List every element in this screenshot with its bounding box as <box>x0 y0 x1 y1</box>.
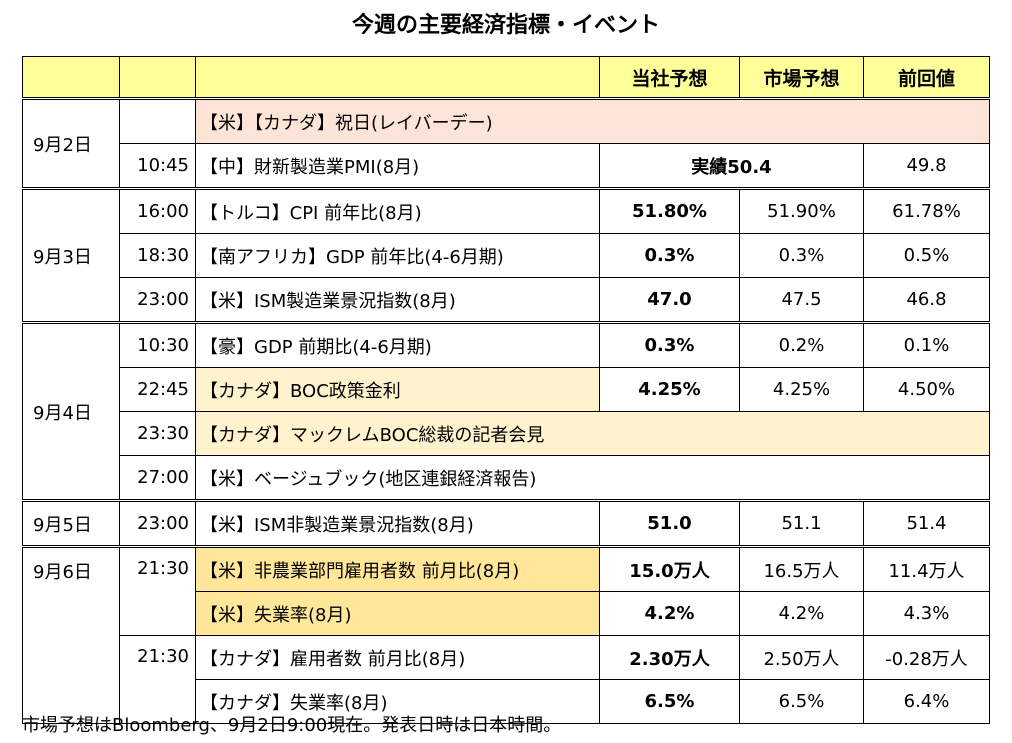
previous-cell: 4.3% <box>863 591 990 636</box>
previous-cell: 11.4万人 <box>863 545 990 592</box>
event-cell: 【豪】GDP 前期比(4-6月期) <box>195 321 600 368</box>
ours-cell: 51.80% <box>599 187 740 234</box>
table-row: 22:45 【カナダ】BOC政策金利 4.25% 4.25% 4.50% <box>23 367 990 412</box>
event-cell: 【米】ベージュブック(地区連銀経済報告) <box>195 455 990 501</box>
ours-cell: 47.0 <box>599 277 740 323</box>
previous-cell: 0.1% <box>863 321 990 368</box>
time-cell: 10:30 <box>119 321 196 368</box>
header-event <box>195 56 600 99</box>
table-row: 21:30 【カナダ】雇用者数 前月比(8月) 2.30万人 2.50万人 -0… <box>23 635 990 724</box>
event-cell: 【米】ISM製造業景況指数(8月) <box>195 277 600 323</box>
table-row: 9月3日 16:00 【トルコ】CPI 前年比(8月) 51.80% 51.90… <box>22 187 990 323</box>
event-cell: 【カナダ】マックレムBOC総裁の記者会見 <box>195 411 990 456</box>
event-cell: 【米】【カナダ】祝日(レイバーデー) <box>195 97 990 144</box>
table-row: 9月2日 【米】【カナダ】祝日(レイバーデー) <box>22 97 990 189</box>
market-cell: 0.2% <box>739 321 864 368</box>
header-market: 市場予想 <box>739 56 864 99</box>
market-cell: 51.1 <box>739 499 864 547</box>
market-cell: 2.50万人 <box>739 635 864 680</box>
market-cell: 6.5% <box>739 679 864 724</box>
footnote: 市場予想はBloomberg、9月2日9:00現在。発表日時は日本時間。 <box>22 715 562 736</box>
header-ours: 当社予想 <box>599 56 740 99</box>
time-cell: 21:30 <box>119 635 196 724</box>
header-row: 当社予想 市場予想 前回値 <box>22 56 990 99</box>
event-cell: 【中】財新製造業PMI(8月) <box>195 143 600 189</box>
time-cell: 16:00 <box>119 187 196 234</box>
table-row: 23:30 【カナダ】マックレムBOC総裁の記者会見 <box>23 411 990 456</box>
date-cell: 9月5日 <box>22 499 120 547</box>
event-cell: 【米】非農業部門雇用者数 前月比(8月) <box>195 545 600 592</box>
table-row: 9月5日 23:00 【米】ISM非製造業景況指数(8月) 51.0 51.1 … <box>22 499 990 547</box>
previous-cell: 61.78% <box>863 187 990 234</box>
ours-cell: 6.5% <box>599 679 740 724</box>
date-cell: 9月4日 <box>22 321 120 501</box>
previous-cell: 0.5% <box>863 233 990 278</box>
ours-cell: 2.30万人 <box>599 635 740 680</box>
market-cell: 16.5万人 <box>739 545 864 592</box>
ours-cell: 15.0万人 <box>599 545 740 592</box>
table-row: 18:30 【南アフリカ】GDP 前年比(4-6月期) 0.3% 0.3% 0.… <box>23 233 990 278</box>
time-cell: 21:30 <box>119 545 196 636</box>
market-cell: 4.25% <box>739 367 864 412</box>
event-cell: 【カナダ】雇用者数 前月比(8月) <box>195 635 600 680</box>
previous-cell: 49.8 <box>863 143 990 189</box>
previous-cell: 51.4 <box>863 499 990 547</box>
table-row: 23:00 【米】ISM製造業景況指数(8月) 47.0 47.5 46.8 <box>23 277 990 323</box>
page-title: 今週の主要経済指標・イベント <box>351 13 660 38</box>
time-cell: 27:00 <box>119 455 196 501</box>
event-cell: 【カナダ】BOC政策金利 <box>195 367 600 412</box>
ours-cell: 4.2% <box>599 591 740 636</box>
header-time <box>119 56 196 99</box>
previous-cell: 4.50% <box>863 367 990 412</box>
event-cell: 【トルコ】CPI 前年比(8月) <box>195 187 600 234</box>
actual-cell: 実績50.4 <box>599 143 864 189</box>
ours-cell: 0.3% <box>599 321 740 368</box>
event-cell: 【米】失業率(8月) <box>195 591 600 636</box>
market-cell: 51.90% <box>739 187 864 234</box>
date-cell: 9月3日 <box>22 187 120 323</box>
table-row: 【米】失業率(8月) 4.2% 4.2% 4.3% <box>23 591 990 636</box>
indicator-table: 当社予想 市場予想 前回値 9月2日 【米】【カナダ】祝日(レイバーデー) 10… <box>22 56 990 724</box>
previous-cell: 6.4% <box>863 679 990 724</box>
table-row: 27:00 【米】ベージュブック(地区連銀経済報告) <box>23 455 990 501</box>
event-cell: 【南アフリカ】GDP 前年比(4-6月期) <box>195 233 600 278</box>
time-cell <box>119 97 196 144</box>
table-row: 10:45 【中】財新製造業PMI(8月) 実績50.4 49.8 <box>23 143 990 189</box>
event-cell: 【カナダ】失業率(8月) <box>195 679 600 724</box>
previous-cell: -0.28万人 <box>863 635 990 680</box>
time-cell: 23:00 <box>119 499 196 547</box>
date-cell: 9月2日 <box>22 97 120 189</box>
time-cell: 10:45 <box>119 143 196 189</box>
header-previous: 前回値 <box>863 56 990 99</box>
table-row: 9月6日 21:30 【米】非農業部門雇用者数 前月比(8月) 15.0万人 1… <box>22 545 990 724</box>
market-cell: 47.5 <box>739 277 864 323</box>
header-date <box>22 56 120 99</box>
ours-cell: 0.3% <box>599 233 740 278</box>
time-cell: 23:30 <box>119 411 196 456</box>
event-cell: 【米】ISM非製造業景況指数(8月) <box>195 499 600 547</box>
market-cell: 4.2% <box>739 591 864 636</box>
previous-cell: 46.8 <box>863 277 990 323</box>
time-cell: 23:00 <box>119 277 196 323</box>
table-row: 9月4日 10:30 【豪】GDP 前期比(4-6月期) 0.3% 0.2% 0… <box>22 321 990 501</box>
ours-cell: 51.0 <box>599 499 740 547</box>
table-row: 【カナダ】失業率(8月) 6.5% 6.5% 6.4% <box>23 679 990 724</box>
ours-cell: 4.25% <box>599 367 740 412</box>
market-cell: 0.3% <box>739 233 864 278</box>
time-cell: 18:30 <box>119 233 196 278</box>
time-cell: 22:45 <box>119 367 196 412</box>
date-cell: 9月6日 <box>22 545 120 724</box>
